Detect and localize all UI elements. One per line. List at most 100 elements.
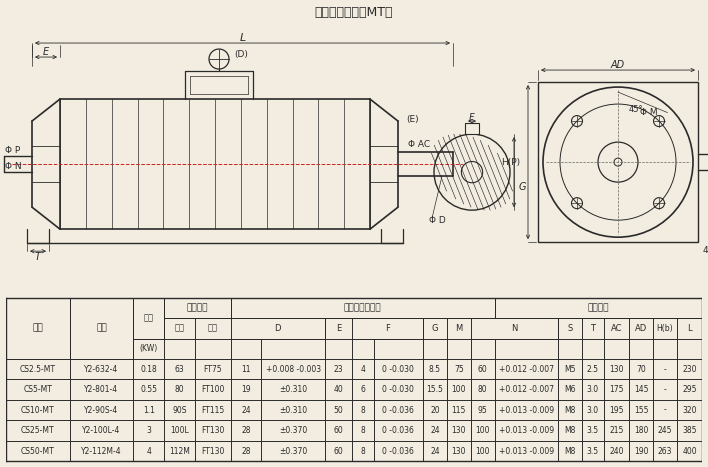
- Text: 28: 28: [241, 446, 251, 455]
- Text: -: -: [663, 406, 666, 415]
- Text: 20: 20: [430, 406, 440, 415]
- Text: 230: 230: [683, 365, 697, 374]
- Text: F: F: [385, 324, 390, 333]
- Text: M8: M8: [565, 426, 576, 435]
- Text: 外形特征: 外形特征: [186, 304, 208, 312]
- Text: 175: 175: [609, 385, 624, 394]
- Text: 60: 60: [333, 426, 343, 435]
- Text: (KW): (KW): [139, 344, 158, 353]
- Bar: [353, 318, 423, 339]
- Text: H(b): H(b): [656, 324, 673, 333]
- Text: 3.0: 3.0: [587, 406, 599, 415]
- Text: D: D: [275, 324, 281, 333]
- Text: 24: 24: [430, 446, 440, 455]
- Text: 60: 60: [333, 446, 343, 455]
- Text: CS2.5-MT: CS2.5-MT: [20, 365, 56, 374]
- Bar: [538, 82, 698, 242]
- Text: 180: 180: [634, 426, 649, 435]
- Text: ±0.370: ±0.370: [279, 426, 307, 435]
- Text: 3.5: 3.5: [587, 446, 599, 455]
- Text: 385: 385: [683, 426, 697, 435]
- Text: T: T: [590, 324, 595, 333]
- Text: 0 -0.030: 0 -0.030: [382, 385, 414, 394]
- Text: 型号: 型号: [33, 324, 43, 333]
- Text: 8: 8: [360, 426, 365, 435]
- Bar: [6, 297, 69, 359]
- Text: 80: 80: [478, 385, 487, 394]
- Text: 功率: 功率: [144, 313, 154, 323]
- Text: 电机型号尺寸（MT）: 电机型号尺寸（MT）: [315, 6, 393, 19]
- Text: CS5-MT: CS5-MT: [23, 385, 52, 394]
- Text: S: S: [568, 324, 573, 333]
- Text: 11: 11: [241, 365, 251, 374]
- Text: AD: AD: [635, 324, 647, 333]
- Text: 295: 295: [683, 385, 697, 394]
- Text: FT130: FT130: [201, 446, 224, 455]
- Text: FT130: FT130: [201, 426, 224, 435]
- Text: 3: 3: [147, 426, 152, 435]
- Text: M8: M8: [565, 406, 576, 415]
- Text: M5: M5: [564, 365, 576, 374]
- Text: E: E: [336, 324, 341, 333]
- Text: (E): (E): [406, 114, 418, 124]
- Text: 70: 70: [636, 365, 646, 374]
- Text: L: L: [239, 33, 246, 43]
- Text: 23: 23: [334, 365, 343, 374]
- Bar: [231, 318, 325, 339]
- Text: M8: M8: [565, 446, 576, 455]
- Text: ±0.370: ±0.370: [279, 446, 307, 455]
- Text: 215: 215: [609, 426, 624, 435]
- Text: 19: 19: [241, 385, 251, 394]
- Text: 190: 190: [634, 446, 649, 455]
- Text: +0.013 -0.009: +0.013 -0.009: [499, 446, 554, 455]
- Text: 400: 400: [683, 446, 697, 455]
- Text: Y2-100L-4: Y2-100L-4: [82, 426, 120, 435]
- Text: FT75: FT75: [203, 365, 222, 374]
- Text: 245: 245: [658, 426, 672, 435]
- Text: 3.0: 3.0: [587, 385, 599, 394]
- Text: ±0.310: ±0.310: [279, 385, 307, 394]
- Text: L: L: [687, 324, 692, 333]
- Text: E: E: [43, 47, 49, 57]
- Text: AC: AC: [610, 324, 622, 333]
- Text: 130: 130: [452, 446, 466, 455]
- Text: T: T: [35, 252, 41, 262]
- Text: 50: 50: [333, 406, 343, 415]
- Text: 45°: 45°: [629, 105, 644, 113]
- Bar: [164, 297, 231, 318]
- Text: 规格: 规格: [96, 324, 107, 333]
- Text: -: -: [663, 365, 666, 374]
- Text: 263: 263: [658, 446, 672, 455]
- Text: 95: 95: [478, 406, 488, 415]
- Text: 8: 8: [360, 446, 365, 455]
- Bar: [471, 318, 559, 339]
- Text: 130: 130: [452, 426, 466, 435]
- Text: 240: 240: [609, 446, 624, 455]
- Text: 100: 100: [475, 426, 490, 435]
- Text: 63: 63: [175, 365, 184, 374]
- Text: 0 -0.030: 0 -0.030: [382, 365, 414, 374]
- Text: CS50-MT: CS50-MT: [21, 446, 55, 455]
- Text: 1.1: 1.1: [143, 406, 154, 415]
- Text: 0.18: 0.18: [140, 365, 157, 374]
- Text: +0.012 -0.007: +0.012 -0.007: [499, 365, 554, 374]
- Text: 8: 8: [360, 406, 365, 415]
- Text: 60: 60: [478, 365, 488, 374]
- Text: 80: 80: [175, 385, 184, 394]
- Text: 24: 24: [241, 406, 251, 415]
- Text: +0.008 -0.003: +0.008 -0.003: [266, 365, 321, 374]
- Bar: [231, 297, 494, 318]
- Text: 100: 100: [475, 446, 490, 455]
- Text: N: N: [511, 324, 518, 333]
- Bar: [69, 297, 133, 359]
- Text: 15.5: 15.5: [426, 385, 443, 394]
- Text: +0.013 -0.009: +0.013 -0.009: [499, 426, 554, 435]
- Text: Y2-801-4: Y2-801-4: [84, 385, 118, 394]
- Text: 4: 4: [147, 446, 152, 455]
- Text: 凸缘: 凸缘: [207, 324, 217, 333]
- Text: 外观尺寸: 外观尺寸: [588, 304, 609, 312]
- Text: 112M: 112M: [169, 446, 190, 455]
- Text: 3.5: 3.5: [587, 426, 599, 435]
- Text: 28: 28: [241, 426, 251, 435]
- Text: 2.5: 2.5: [587, 365, 599, 374]
